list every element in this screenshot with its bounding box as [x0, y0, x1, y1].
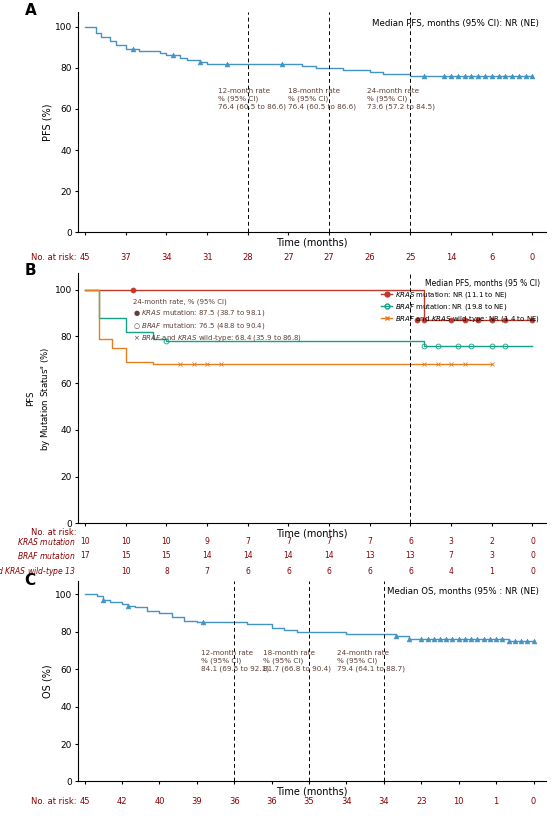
Text: Time (months): Time (months): [277, 529, 348, 539]
Text: $KRAS$ mutation: $KRAS$ mutation: [17, 536, 76, 546]
Text: 15: 15: [121, 551, 130, 560]
Text: 12-month rate
% (95% CI)
76.4 (60.5 to 86.6): 12-month rate % (95% CI) 76.4 (60.5 to 8…: [218, 88, 286, 110]
Text: 10: 10: [162, 537, 171, 546]
Text: 10: 10: [454, 797, 464, 806]
Text: 9: 9: [205, 537, 209, 546]
Text: 24-month rate
% (95% CI)
79.4 (64.1 to 88.7): 24-month rate % (95% CI) 79.4 (64.1 to 8…: [337, 650, 404, 672]
Text: 1: 1: [489, 567, 494, 576]
Text: 0: 0: [530, 551, 535, 560]
Text: 34: 34: [379, 797, 389, 806]
Text: 24-month rate, % (95% CI)
● $KRAS$ mutation: 87.5 (38.7 to 98.1)
○ $BRAF$ mutati: 24-month rate, % (95% CI) ● $KRAS$ mutat…: [133, 299, 302, 344]
Text: 0: 0: [531, 797, 536, 806]
Text: 0: 0: [530, 253, 535, 262]
Text: 14: 14: [324, 551, 334, 560]
Text: 7: 7: [205, 567, 209, 576]
Text: 3: 3: [489, 551, 494, 560]
Text: Time (months): Time (months): [277, 237, 348, 247]
Text: 27: 27: [283, 253, 294, 262]
Text: Median OS, months (95% : NR (NE): Median OS, months (95% : NR (NE): [387, 587, 539, 596]
Text: 37: 37: [120, 253, 131, 262]
Text: 14: 14: [202, 551, 212, 560]
Text: 14: 14: [243, 551, 253, 560]
Text: 45: 45: [80, 797, 90, 806]
Text: 7: 7: [326, 537, 332, 546]
Text: 40: 40: [154, 797, 165, 806]
Text: 4: 4: [449, 567, 454, 576]
Text: 0: 0: [530, 567, 535, 576]
Text: 18-month rate
% (95% CI)
81.7 (66.8 to 90.4): 18-month rate % (95% CI) 81.7 (66.8 to 9…: [263, 650, 331, 672]
Text: 7: 7: [286, 537, 291, 546]
Text: 17: 17: [81, 551, 90, 560]
Text: A: A: [25, 3, 36, 19]
Text: 24-month rate
% (95% CI)
73.6 (57.2 to 84.5): 24-month rate % (95% CI) 73.6 (57.2 to 8…: [367, 88, 435, 110]
Text: 36: 36: [229, 797, 240, 806]
Text: 6: 6: [286, 567, 291, 576]
Text: 18-month rate
% (95% CI)
76.4 (60.5 to 86.6): 18-month rate % (95% CI) 76.4 (60.5 to 8…: [288, 88, 357, 110]
Text: 34: 34: [161, 253, 172, 262]
Text: 35: 35: [304, 797, 314, 806]
Text: 6: 6: [408, 567, 413, 576]
Text: 39: 39: [192, 797, 202, 806]
Text: B: B: [25, 263, 36, 278]
Text: 13: 13: [405, 551, 416, 560]
Text: 0: 0: [530, 537, 535, 546]
Text: 6: 6: [245, 567, 250, 576]
Text: 2: 2: [489, 537, 494, 546]
Text: 10: 10: [121, 567, 130, 576]
Text: 3: 3: [449, 537, 454, 546]
Text: 14: 14: [284, 551, 293, 560]
Text: 1: 1: [493, 797, 499, 806]
Text: 10: 10: [121, 537, 130, 546]
Text: No. at risk:: No. at risk:: [31, 253, 76, 262]
Y-axis label: OS (%): OS (%): [42, 664, 52, 698]
Text: 6: 6: [326, 567, 332, 576]
Text: 6: 6: [408, 537, 413, 546]
Text: No. at risk:: No. at risk:: [31, 797, 76, 806]
Text: 26: 26: [365, 253, 375, 262]
Y-axis label: PFS (%): PFS (%): [42, 104, 52, 142]
Text: C: C: [25, 573, 36, 588]
Text: 14: 14: [446, 253, 456, 262]
Text: $BRAF$ and $KRAS$ wild-type 13: $BRAF$ and $KRAS$ wild-type 13: [0, 564, 76, 578]
Legend: $KRAS$ mutation: NR (11.1 to NE), $BRAF$ mutation: NR (19.8 to NE), $BRAF$ and $: $KRAS$ mutation: NR (11.1 to NE), $BRAF$…: [379, 276, 543, 326]
Text: 6: 6: [489, 253, 494, 262]
Text: Median PFS, months (95% CI): NR (NE): Median PFS, months (95% CI): NR (NE): [372, 19, 539, 28]
Text: 7: 7: [245, 537, 250, 546]
Text: 45: 45: [80, 253, 90, 262]
Text: 34: 34: [341, 797, 352, 806]
Text: Time (months): Time (months): [277, 787, 348, 797]
Text: 10: 10: [81, 537, 90, 546]
Y-axis label: PFS
by Mutation Status$^a$ (%): PFS by Mutation Status$^a$ (%): [26, 346, 52, 451]
Text: 15: 15: [162, 551, 171, 560]
Text: 7: 7: [449, 551, 454, 560]
Text: 13: 13: [365, 551, 375, 560]
Text: No. at risk:: No. at risk:: [31, 528, 76, 537]
Text: 42: 42: [117, 797, 127, 806]
Text: $BRAF$ mutation: $BRAF$ mutation: [17, 551, 76, 561]
Text: 23: 23: [416, 797, 427, 806]
Text: 25: 25: [405, 253, 416, 262]
Text: 6: 6: [367, 567, 372, 576]
Text: 7: 7: [367, 537, 372, 546]
Text: 27: 27: [324, 253, 334, 262]
Text: 28: 28: [242, 253, 253, 262]
Text: 36: 36: [267, 797, 277, 806]
Text: 31: 31: [202, 253, 212, 262]
Text: 12-month rate
% (95% CI)
84.1 (69.5 to 92.1): 12-month rate % (95% CI) 84.1 (69.5 to 9…: [200, 650, 269, 672]
Text: 8: 8: [164, 567, 169, 576]
